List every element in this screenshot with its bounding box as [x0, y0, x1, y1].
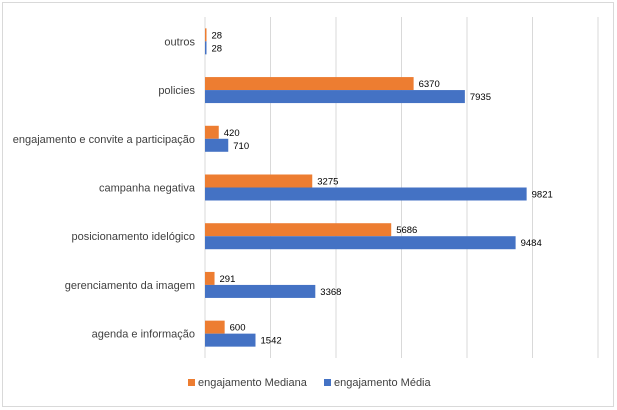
bar-mediana	[205, 223, 392, 237]
data-label-media: 710	[233, 141, 249, 152]
data-label-mediana: 28	[212, 30, 223, 41]
category-label: policies	[158, 85, 195, 97]
data-label-media: 7935	[470, 92, 491, 103]
category-label: engajamento e convite a participação	[13, 134, 195, 146]
category-label: gerenciamento da imagem	[65, 280, 195, 292]
bar-mediana	[205, 271, 215, 285]
data-label-mediana: 5686	[396, 225, 417, 236]
data-label-mediana: 291	[220, 274, 236, 285]
chart-frame	[2, 2, 614, 407]
bar-media	[205, 90, 465, 104]
bars	[205, 28, 527, 347]
data-label-mediana: 6370	[419, 79, 440, 90]
bar-media	[205, 138, 229, 152]
bar-mediana	[205, 125, 219, 139]
bar-mediana	[205, 77, 414, 91]
legend-label-mediana: engajamento Mediana	[198, 377, 308, 389]
bar-mediana	[205, 28, 207, 42]
data-label-mediana: 3275	[317, 177, 338, 188]
bar-media	[205, 284, 316, 298]
legend-label-media: engajamento Média	[334, 377, 432, 389]
bar-mediana	[205, 174, 313, 188]
category-label: agenda e informação	[92, 329, 195, 341]
data-label-media: 9821	[532, 190, 553, 201]
category-label: outros	[164, 36, 195, 48]
data-label-mediana: 600	[230, 323, 246, 334]
data-label-mediana: 420	[224, 128, 240, 139]
legend: engajamento Mediana engajamento Média	[188, 377, 432, 389]
data-label-media: 28	[212, 43, 223, 54]
bar-media	[205, 333, 256, 347]
category-label: campanha negativa	[99, 183, 196, 195]
legend-swatch-media	[324, 379, 331, 386]
data-labels: 28 28 6370 7935 420 710 3275 9821 5686 9484 291 336…	[212, 30, 553, 346]
category-label: posicionamento idelógico	[71, 231, 195, 243]
data-label-media: 1542	[261, 336, 282, 347]
category-labels: outros policies engajamento e convite a pa…	[13, 36, 196, 340]
bar-media	[205, 41, 207, 55]
bar-media	[205, 236, 516, 250]
bar-media	[205, 187, 527, 201]
data-label-media: 3368	[320, 287, 341, 298]
bar-mediana	[205, 320, 225, 334]
legend-swatch-mediana	[188, 379, 195, 386]
data-label-media: 9484	[521, 238, 542, 249]
